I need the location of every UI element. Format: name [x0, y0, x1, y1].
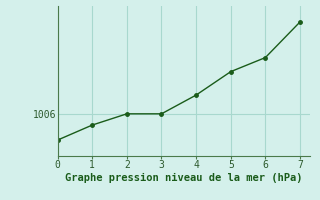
X-axis label: Graphe pression niveau de la mer (hPa): Graphe pression niveau de la mer (hPa) [65, 173, 303, 183]
